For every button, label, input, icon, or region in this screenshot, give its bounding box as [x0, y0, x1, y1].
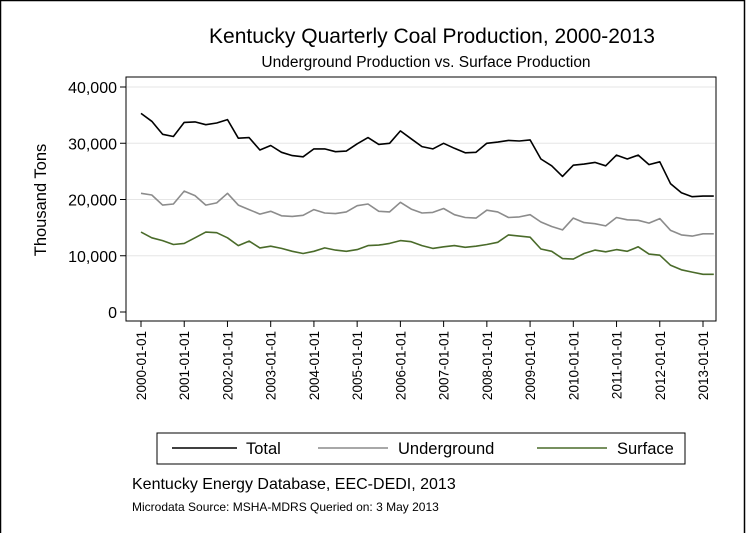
- x-tick-label: 2000-01-01: [134, 331, 149, 400]
- legend-label-surface: Surface: [617, 440, 674, 458]
- x-axis: 2000-01-01 2001-01-01 2002-01-01 2003-01-01…: [134, 321, 711, 400]
- x-tick-label: 2003-01-01: [264, 331, 279, 400]
- x-tick-label: 2007-01-01: [437, 331, 452, 400]
- source-line-1: Kentucky Energy Database, EEC-DEDI, 2013: [132, 476, 456, 493]
- x-tick-label: 2008-01-01: [480, 331, 495, 400]
- series-line-surface: [140, 231, 714, 276]
- series-line-total: [140, 112, 714, 198]
- y-tick-label: 0: [108, 305, 117, 322]
- legend-label-underground: Underground: [398, 440, 494, 458]
- legend-label-total: Total: [246, 440, 281, 458]
- x-tick-label: 2005-01-01: [350, 331, 365, 400]
- chart-title: Kentucky Quarterly Coal Production, 2000…: [209, 25, 655, 48]
- x-tick-label: 2011-01-01: [610, 331, 625, 399]
- y-tick-label: 40,000: [68, 80, 117, 97]
- grid-lines: [127, 86, 715, 257]
- y-tick-label: 10,000: [68, 249, 117, 266]
- y-axis: 0 10,000 20,000 30,000 40,000: [68, 80, 126, 322]
- series-group: [140, 112, 714, 276]
- series-line-underground: [140, 190, 714, 237]
- x-tick-label: 2006-01-01: [393, 331, 408, 400]
- chart-subtitle: Underground Production vs. Surface Produ…: [261, 54, 590, 71]
- x-tick-label: 2001-01-01: [177, 331, 192, 400]
- x-tick-label: 2009-01-01: [523, 331, 538, 400]
- x-tick-label: 2004-01-01: [307, 331, 322, 400]
- x-tick-label: 2002-01-01: [220, 331, 235, 400]
- x-tick-label: 2013-01-01: [696, 331, 711, 400]
- legend: Total Underground Surface: [156, 432, 686, 465]
- y-axis-label: Thousand Tons: [32, 144, 50, 257]
- x-tick-label: 2012-01-01: [653, 331, 668, 400]
- source-line-2: Microdata Source: MSHA-MDRS Queried on: …: [132, 500, 439, 514]
- y-tick-label: 20,000: [68, 193, 117, 210]
- y-tick-label: 30,000: [68, 136, 117, 153]
- x-tick-label: 2010-01-01: [566, 331, 581, 400]
